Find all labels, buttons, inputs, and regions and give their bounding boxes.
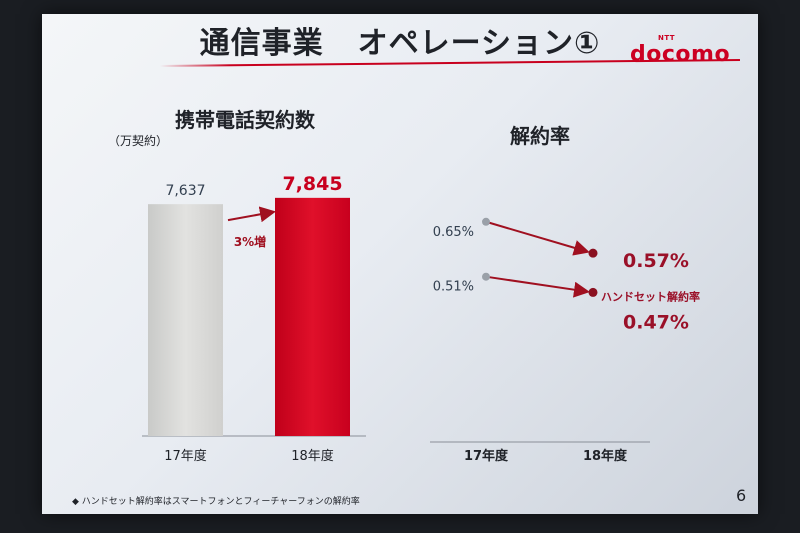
docomo-logo: NTT docomo [630,34,731,67]
churn-end-label: 0.47% [623,311,689,333]
churn-end-point [588,248,598,258]
left-panel-unit: （万契約） [108,134,169,148]
slide-title: 通信事業 オペレーション① [50,18,750,62]
logo-text: docomo [630,42,731,67]
churn-start-label: 0.65% [433,225,474,240]
churn-start-point [482,217,490,226]
growth-annotation: 3%増 [234,234,266,249]
churn-series-line [485,220,590,256]
ntt-mark: NTT [658,34,676,42]
line-category-label: 17年度 [464,448,509,464]
projection-screen: 通信事業 オペレーション① NTT docomo 携帯電話契約数 （万契約） 解約… [42,14,758,514]
handset-churn-name-label: ハンドセット解約率 [601,289,700,303]
bar-value-label: 7,637 [165,183,205,199]
page-number: 6 [736,486,747,505]
bar-value-label: 7,845 [282,173,342,195]
bar-17 [148,204,223,436]
slide: 通信事業 オペレーション① NTT docomo 携帯電話契約数 （万契約） 解約… [50,14,750,514]
line-category-label: 18年度 [583,448,628,464]
title-part2: オペレーション① [357,26,601,61]
bar-18 [275,197,350,436]
left-panel-title: 携帯電話契約数 [175,108,315,132]
bar-category-label: 17年度 [164,448,207,464]
growth-arrow [227,206,276,223]
churn-series-line [485,275,590,298]
right-panel-title: 解約率 [510,124,570,148]
charts-svg: 7,637 17年度 7,845 18年度 3%増 17年度 18年度 0.65% 0.57% 0… [142,173,700,464]
churn-end-point [588,287,598,297]
churn-start-point [482,272,490,281]
footnote: ◆ ハンドセット解約率はスマートフォンとフィーチャーフォンの解約率 [72,497,360,507]
churn-start-label: 0.51% [433,280,474,295]
bar-category-label: 18年度 [291,448,334,464]
churn-end-label: 0.57% [623,250,689,272]
title-part1: 通信事業 [199,26,324,61]
